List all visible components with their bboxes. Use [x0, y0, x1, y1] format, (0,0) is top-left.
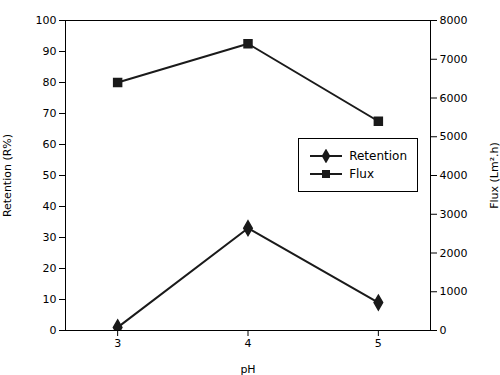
svg-text:pH: pH	[240, 363, 255, 375]
svg-text:50: 50	[43, 169, 57, 182]
svg-text:1000: 1000	[440, 285, 468, 298]
svg-text:4000: 4000	[440, 169, 468, 182]
svg-text:100: 100	[36, 14, 57, 27]
svg-text:Flux (Lm².h): Flux (Lm².h)	[488, 142, 500, 209]
svg-text:0: 0	[50, 324, 57, 337]
svg-text:7000: 7000	[440, 53, 468, 66]
svg-text:20: 20	[43, 262, 57, 275]
svg-text:10: 10	[43, 293, 57, 306]
svg-text:30: 30	[43, 231, 57, 244]
svg-text:5000: 5000	[440, 130, 468, 143]
svg-text:6000: 6000	[440, 92, 468, 105]
svg-text:3: 3	[114, 337, 121, 350]
svg-text:90: 90	[43, 45, 57, 58]
svg-text:60: 60	[43, 138, 57, 151]
svg-text:3000: 3000	[440, 208, 468, 221]
svg-text:4: 4	[245, 337, 252, 350]
svg-text:2000: 2000	[440, 247, 468, 260]
html-text:Flux: Flux	[349, 167, 375, 181]
svg-text:0: 0	[440, 324, 447, 337]
svg-text:Retention (R%): Retention (R%)	[1, 134, 14, 217]
svg-text:8000: 8000	[440, 14, 468, 27]
svg-text:80: 80	[43, 76, 57, 89]
html-text:Retention: Retention	[349, 149, 407, 163]
svg-text:70: 70	[43, 107, 57, 120]
svg-text:5: 5	[375, 337, 382, 350]
svg-text:40: 40	[43, 200, 57, 213]
